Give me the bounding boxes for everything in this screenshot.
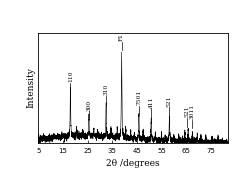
Text: 521: 521	[167, 96, 172, 107]
Text: 300: 300	[86, 100, 91, 111]
Text: 7501: 7501	[136, 90, 141, 105]
X-axis label: 2θ /degrees: 2θ /degrees	[106, 159, 160, 168]
Y-axis label: Intensity: Intensity	[27, 67, 36, 108]
Text: 3011: 3011	[190, 104, 195, 119]
Text: F1: F1	[119, 33, 124, 41]
Text: 411: 411	[149, 96, 154, 108]
Text: 110: 110	[68, 71, 73, 82]
Text: 521: 521	[184, 106, 189, 117]
Text: 310: 310	[104, 84, 109, 96]
